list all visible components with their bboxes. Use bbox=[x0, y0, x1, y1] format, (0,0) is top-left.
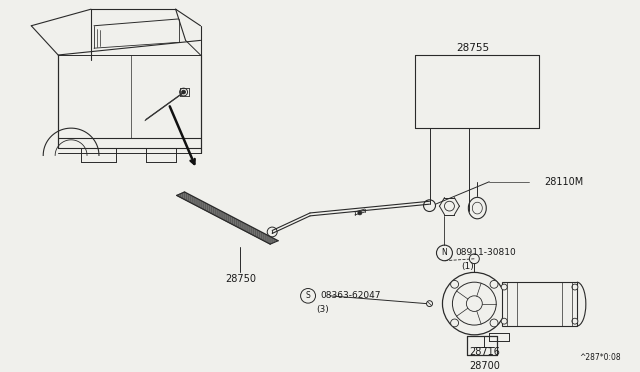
Circle shape bbox=[451, 319, 459, 327]
Circle shape bbox=[572, 284, 578, 290]
Circle shape bbox=[426, 301, 433, 307]
Circle shape bbox=[572, 318, 578, 324]
Circle shape bbox=[436, 245, 452, 261]
Circle shape bbox=[490, 319, 498, 327]
Circle shape bbox=[424, 200, 435, 212]
Text: 28716: 28716 bbox=[469, 347, 500, 357]
Circle shape bbox=[301, 289, 316, 303]
Circle shape bbox=[469, 254, 479, 264]
Circle shape bbox=[451, 280, 459, 288]
Circle shape bbox=[490, 280, 498, 288]
Text: ^287*0:08: ^287*0:08 bbox=[579, 353, 621, 362]
Text: 28110M: 28110M bbox=[544, 177, 583, 187]
Bar bbox=[502, 282, 577, 326]
Text: (3): (3) bbox=[316, 305, 329, 314]
Text: N: N bbox=[442, 248, 447, 257]
Text: 08363-62047: 08363-62047 bbox=[320, 291, 381, 300]
Text: 28755: 28755 bbox=[456, 43, 489, 53]
Circle shape bbox=[501, 284, 507, 290]
Circle shape bbox=[268, 227, 277, 237]
Text: 08911-30810: 08911-30810 bbox=[456, 248, 516, 257]
Circle shape bbox=[442, 272, 506, 335]
Text: (1): (1) bbox=[461, 262, 474, 271]
Circle shape bbox=[501, 318, 507, 324]
Text: S: S bbox=[306, 291, 310, 300]
Circle shape bbox=[182, 90, 186, 94]
Circle shape bbox=[358, 211, 362, 215]
Text: 28700: 28700 bbox=[469, 361, 500, 371]
Text: 28750: 28750 bbox=[225, 274, 256, 284]
